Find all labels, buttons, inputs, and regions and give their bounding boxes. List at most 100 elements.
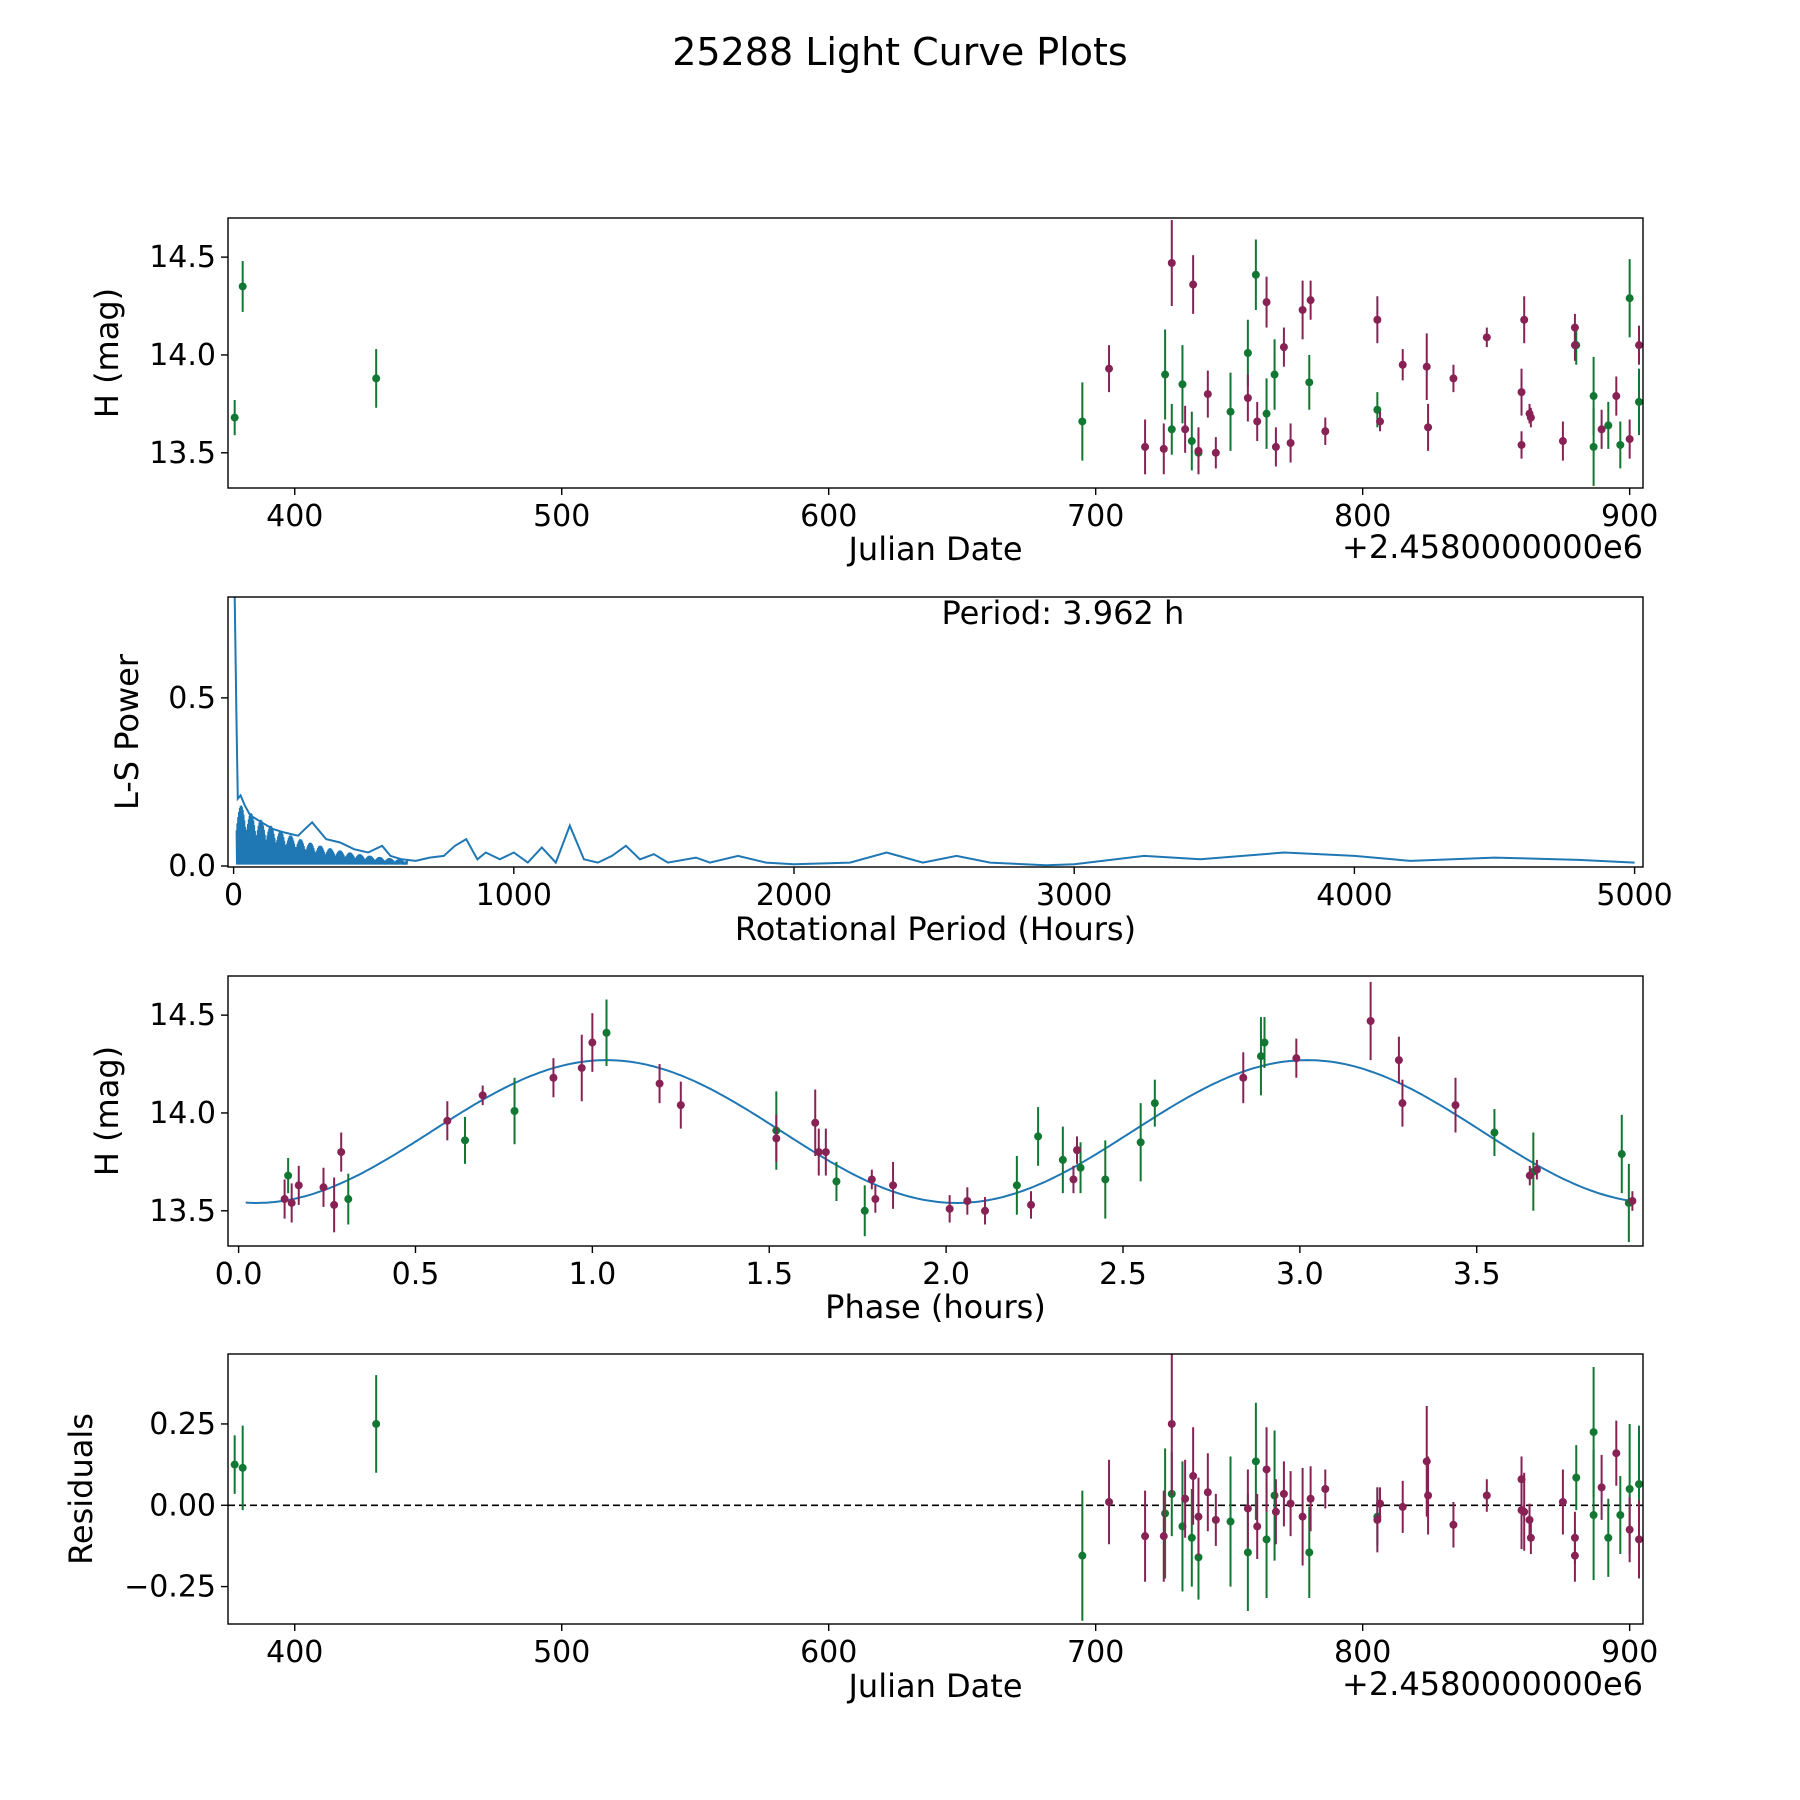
data-point-maroon	[287, 1183, 296, 1223]
data-point-green	[1260, 1017, 1269, 1068]
data-point-green	[1187, 411, 1196, 471]
y-tick-label: 0.0	[168, 849, 216, 884]
data-point-maroon	[1286, 1471, 1295, 1537]
data-point-maroon	[1298, 1467, 1307, 1566]
marker	[1251, 1457, 1260, 1466]
data-point-maroon	[1517, 431, 1526, 459]
data-point-green	[1604, 1498, 1613, 1577]
data-point-maroon	[1449, 1502, 1458, 1548]
axes-frame	[227, 975, 1644, 1247]
marker	[1589, 442, 1598, 451]
marker	[1558, 1498, 1567, 1507]
marker	[238, 282, 247, 291]
panel-res: 400 500 600 700 800 900 0.25 0.00 −0.25 Julian Da…	[62, 1353, 1658, 1705]
x-tick-label: 0.0	[215, 1257, 263, 1292]
data-point-maroon	[1570, 1529, 1579, 1582]
marker	[1105, 364, 1114, 373]
marker	[1159, 444, 1168, 453]
x-tick-label: 900	[1601, 1635, 1658, 1670]
data-point-maroon	[1279, 1461, 1288, 1527]
marker	[1181, 425, 1190, 434]
data-point-green	[1616, 421, 1625, 469]
data-point-maroon	[1394, 1036, 1403, 1084]
data-point-maroon	[1194, 1477, 1203, 1556]
data-point-green	[1634, 368, 1643, 436]
marker	[1305, 378, 1314, 387]
marker	[1012, 1181, 1021, 1190]
data-point-green	[1012, 1156, 1021, 1215]
data-point-green	[1187, 1489, 1196, 1587]
data-point-maroon	[1520, 296, 1529, 344]
data-point-maroon	[1634, 325, 1643, 365]
data-point-green	[1226, 372, 1235, 451]
data-point-maroon	[1181, 1459, 1190, 1538]
figure-title: 25288 Light Curve Plots	[672, 30, 1127, 74]
marker	[1570, 341, 1579, 350]
marker	[1520, 1507, 1529, 1516]
data-point-maroon	[1321, 1469, 1330, 1509]
data-point-green	[832, 1161, 841, 1201]
data-point-green	[1136, 1103, 1145, 1182]
y-axis-label: H (mag)	[88, 288, 126, 418]
x-offset-text: +2.4580000000e6	[1342, 528, 1643, 566]
marker	[372, 1419, 381, 1428]
data-point-maroon	[1625, 419, 1634, 459]
data-point-green	[1256, 1017, 1265, 1096]
marker	[1617, 1150, 1626, 1159]
marker	[1616, 440, 1625, 449]
data-point-maroon	[655, 1064, 664, 1104]
marker	[1398, 1502, 1407, 1511]
marker	[1424, 1491, 1433, 1500]
y-tick-label: 14.0	[149, 1096, 216, 1131]
x-tick-label: 0	[224, 878, 243, 913]
period-annotation: Period: 3.962 h	[941, 594, 1184, 632]
data-point-green	[1101, 1140, 1110, 1219]
marker	[1589, 392, 1598, 401]
data-point-green	[1270, 1430, 1279, 1561]
marker	[772, 1134, 781, 1143]
data-point-maroon	[1069, 1165, 1078, 1194]
data-point-maroon	[1612, 1420, 1621, 1486]
marker	[1194, 446, 1203, 455]
data-point-green	[284, 1157, 293, 1194]
data-point-green	[372, 349, 381, 408]
x-tick-label: 0.5	[392, 1257, 440, 1292]
data-point-maroon	[1159, 423, 1168, 475]
data-point-green	[344, 1173, 353, 1225]
x-axis-label: Julian Date	[846, 1667, 1022, 1705]
data-point-maroon	[1597, 1454, 1606, 1520]
marker	[1604, 421, 1613, 430]
data-point-maroon	[1279, 327, 1288, 367]
marker	[1305, 1548, 1314, 1557]
marker	[1532, 1165, 1541, 1174]
y-tick-label: 13.5	[149, 1194, 216, 1229]
marker	[1597, 425, 1606, 434]
data-point-green	[1490, 1109, 1499, 1156]
data-point-maroon	[1398, 1480, 1407, 1533]
marker	[280, 1195, 289, 1204]
data-point-maroon	[1422, 333, 1431, 400]
data-point-green	[1270, 339, 1279, 410]
marker	[1211, 1515, 1220, 1524]
data-point-green	[1617, 1114, 1626, 1194]
marker	[1526, 1533, 1535, 1542]
data-point-maroon	[772, 1114, 781, 1162]
marker	[1226, 407, 1235, 416]
marker	[1194, 1512, 1203, 1521]
marker	[1101, 1175, 1110, 1184]
marker	[1373, 315, 1382, 324]
marker	[1243, 349, 1252, 357]
x-tick-label: 2.0	[922, 1257, 970, 1292]
data-point-green	[1305, 354, 1314, 410]
y-axis-label: Residuals	[62, 1413, 100, 1565]
data-point-maroon	[814, 1128, 823, 1176]
data-point-maroon	[1262, 1427, 1271, 1512]
marker	[860, 1206, 869, 1215]
data-point-maroon	[1376, 1487, 1385, 1520]
data-point-maroon	[1181, 405, 1190, 453]
marker	[1520, 315, 1529, 324]
data-point-maroon	[1373, 296, 1382, 344]
x-tick-label: 1000	[476, 878, 552, 913]
plot-area	[245, 981, 1637, 1243]
marker	[1306, 1494, 1315, 1503]
